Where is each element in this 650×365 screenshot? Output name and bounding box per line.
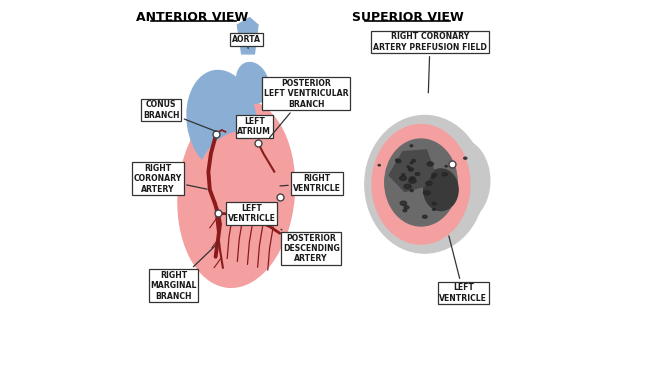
- Ellipse shape: [415, 173, 420, 176]
- Ellipse shape: [410, 189, 413, 192]
- Ellipse shape: [427, 162, 434, 166]
- Ellipse shape: [402, 174, 405, 176]
- Ellipse shape: [178, 99, 294, 287]
- Ellipse shape: [378, 165, 380, 166]
- Ellipse shape: [423, 191, 430, 195]
- Ellipse shape: [432, 202, 436, 205]
- Ellipse shape: [432, 208, 436, 210]
- Ellipse shape: [432, 177, 434, 178]
- Ellipse shape: [191, 132, 289, 277]
- Ellipse shape: [403, 209, 407, 212]
- Text: RIGHT
MARGINAL
BRANCH: RIGHT MARGINAL BRANCH: [150, 244, 217, 301]
- Ellipse shape: [426, 181, 432, 185]
- Ellipse shape: [396, 159, 398, 161]
- Text: CONUS
BRANCH: CONUS BRANCH: [143, 100, 216, 131]
- Ellipse shape: [400, 201, 406, 205]
- Text: LEFT
VENTRICLE: LEFT VENTRICLE: [439, 236, 488, 303]
- Text: ANTERIOR VIEW: ANTERIOR VIEW: [136, 11, 248, 24]
- Ellipse shape: [445, 165, 447, 167]
- Ellipse shape: [422, 215, 427, 218]
- Ellipse shape: [372, 124, 470, 244]
- Ellipse shape: [400, 176, 406, 180]
- Ellipse shape: [237, 62, 268, 103]
- Ellipse shape: [463, 157, 467, 159]
- Ellipse shape: [409, 178, 416, 183]
- Text: RIGHT CORONARY
ARTERY PREFUSION FIELD: RIGHT CORONARY ARTERY PREFUSION FIELD: [373, 32, 487, 93]
- Ellipse shape: [411, 160, 415, 162]
- Ellipse shape: [409, 169, 411, 170]
- Ellipse shape: [404, 184, 411, 189]
- Ellipse shape: [410, 145, 413, 147]
- Ellipse shape: [407, 166, 410, 168]
- Ellipse shape: [365, 115, 484, 253]
- Text: LEFT
ATRIUM: LEFT ATRIUM: [237, 117, 271, 136]
- Polygon shape: [389, 150, 434, 192]
- Ellipse shape: [410, 177, 415, 180]
- Ellipse shape: [187, 70, 257, 172]
- Ellipse shape: [432, 173, 437, 177]
- Text: RIGHT
CORONARY
ARTERY: RIGHT CORONARY ARTERY: [133, 164, 207, 194]
- Text: RIGHT
VENTRICLE: RIGHT VENTRICLE: [280, 173, 341, 193]
- Ellipse shape: [408, 168, 413, 171]
- Ellipse shape: [410, 162, 413, 164]
- Text: LEFT
VENTRICLE: LEFT VENTRICLE: [228, 204, 276, 223]
- Ellipse shape: [396, 160, 401, 163]
- Text: POSTERIOR
DESCENDING
ARTERY: POSTERIOR DESCENDING ARTERY: [281, 229, 340, 263]
- Ellipse shape: [385, 139, 457, 226]
- Polygon shape: [237, 18, 258, 54]
- Text: SUPERIOR VIEW: SUPERIOR VIEW: [352, 11, 463, 24]
- Ellipse shape: [424, 169, 458, 211]
- Ellipse shape: [442, 173, 447, 176]
- Text: POSTERIOR
LEFT VENTRICULAR
BRANCH: POSTERIOR LEFT VENTRICULAR BRANCH: [264, 79, 348, 138]
- Text: AORTA: AORTA: [232, 35, 261, 49]
- Ellipse shape: [428, 139, 490, 222]
- Ellipse shape: [404, 206, 409, 209]
